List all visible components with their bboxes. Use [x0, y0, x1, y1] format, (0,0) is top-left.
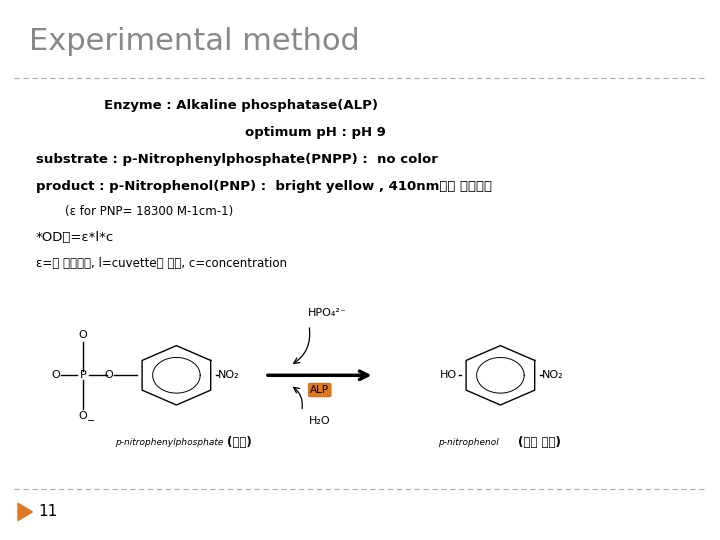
Text: substrate : p-Nitrophenylphosphate(PNPP) :  no color: substrate : p-Nitrophenylphosphate(PNPP)…	[36, 153, 438, 166]
Text: O: O	[104, 370, 113, 380]
Text: O: O	[78, 411, 87, 421]
Text: p-nitrophenylphosphate: p-nitrophenylphosphate	[115, 438, 223, 447]
Text: P: P	[79, 370, 86, 380]
Text: (ε for PNP= 18300 M-1cm-1): (ε for PNP= 18300 M-1cm-1)	[65, 205, 233, 218]
Text: NO₂: NO₂	[218, 370, 240, 380]
Text: O: O	[51, 370, 60, 380]
Text: Enzyme : Alkaline phosphatase(ALP): Enzyme : Alkaline phosphatase(ALP)	[104, 99, 379, 112]
Polygon shape	[18, 503, 32, 521]
Text: O: O	[78, 330, 87, 340]
Text: optimum pH : pH 9: optimum pH : pH 9	[245, 126, 386, 139]
Text: (무색): (무색)	[227, 436, 251, 449]
Text: HO: HO	[440, 370, 457, 380]
Text: (밝은 노랑): (밝은 노랑)	[518, 436, 562, 449]
Text: *OD값=ε*l*c: *OD값=ε*l*c	[36, 231, 114, 244]
Text: H₂O: H₂O	[309, 416, 330, 426]
Text: NO₂: NO₂	[542, 370, 564, 380]
Text: p-nitrophenol: p-nitrophenol	[438, 438, 498, 447]
Text: 11: 11	[38, 504, 58, 519]
Text: −: −	[87, 416, 96, 426]
Text: HPO₄²⁻: HPO₄²⁻	[307, 308, 346, 318]
Text: ε=몰 흥광계수, l=cuvette의 크기, c=concentration: ε=몰 흥광계수, l=cuvette의 크기, c=concentration	[36, 257, 287, 270]
Text: product : p-Nitrophenol(PNP) :  bright yellow , 410nm에서 최대흥광: product : p-Nitrophenol(PNP) : bright ye…	[36, 180, 492, 193]
Text: Experimental method: Experimental method	[29, 27, 359, 56]
Text: ALP: ALP	[310, 385, 329, 395]
